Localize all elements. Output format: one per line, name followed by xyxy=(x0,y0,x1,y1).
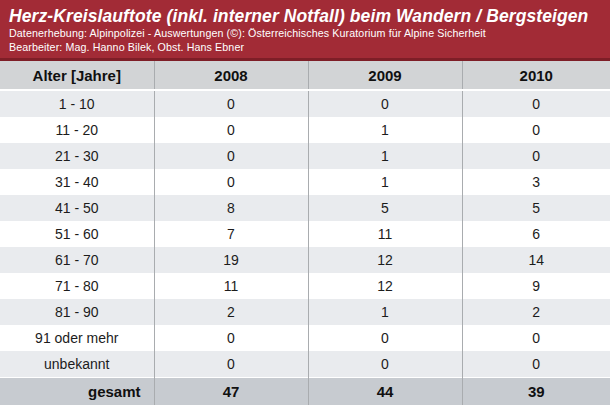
table-row: 81 - 90212 xyxy=(0,299,610,325)
banner-subtitle-data-source: Datenerhebung: Alpinpolizei - Auswertung… xyxy=(9,27,600,41)
age-range-cell: 11 - 20 xyxy=(0,117,154,143)
table-row: 1 - 10000 xyxy=(0,90,610,117)
statistics-infographic: Herz-Kreislauftote (inkl. interner Notfa… xyxy=(0,0,610,415)
total-value-cell: 39 xyxy=(462,378,610,406)
table-row: 51 - 607116 xyxy=(0,221,610,247)
value-cell: 5 xyxy=(462,195,610,221)
age-range-cell: 81 - 90 xyxy=(0,299,154,325)
value-cell: 0 xyxy=(462,351,610,378)
table-header-row: Alter [Jahre]200820092010 xyxy=(0,61,610,90)
value-cell: 0 xyxy=(462,117,610,143)
value-cell: 19 xyxy=(154,247,308,273)
value-cell: 0 xyxy=(462,325,610,351)
age-range-cell: 41 - 50 xyxy=(0,195,154,221)
value-cell: 7 xyxy=(154,221,308,247)
value-cell: 1 xyxy=(308,299,462,325)
value-cell: 14 xyxy=(462,247,610,273)
value-cell: 12 xyxy=(308,273,462,299)
column-header: 2009 xyxy=(308,61,462,90)
value-cell: 0 xyxy=(308,325,462,351)
value-cell: 0 xyxy=(154,169,308,195)
table-row: 11 - 20010 xyxy=(0,117,610,143)
table-row: 41 - 50855 xyxy=(0,195,610,221)
value-cell: 1 xyxy=(308,117,462,143)
age-range-cell: 31 - 40 xyxy=(0,169,154,195)
page-title: Herz-Kreislauftote (inkl. interner Notfa… xyxy=(9,6,600,26)
value-cell: 3 xyxy=(462,169,610,195)
value-cell: 0 xyxy=(308,90,462,117)
banner: Herz-Kreislauftote (inkl. interner Notfa… xyxy=(0,0,610,61)
column-header: 2010 xyxy=(462,61,610,90)
value-cell: 0 xyxy=(308,351,462,378)
value-cell: 2 xyxy=(154,299,308,325)
value-cell: 0 xyxy=(154,117,308,143)
value-cell: 0 xyxy=(154,325,308,351)
statistics-table: Alter [Jahre]200820092010 1 - 1000011 - … xyxy=(0,61,610,405)
value-cell: 0 xyxy=(154,143,308,169)
value-cell: 6 xyxy=(462,221,610,247)
value-cell: 5 xyxy=(308,195,462,221)
column-header: Alter [Jahre] xyxy=(0,61,154,90)
age-range-cell: 1 - 10 xyxy=(0,90,154,117)
age-range-cell: 71 - 80 xyxy=(0,273,154,299)
column-header: 2008 xyxy=(154,61,308,90)
value-cell: 11 xyxy=(308,221,462,247)
total-label-cell: gesamt xyxy=(0,378,154,406)
value-cell: 2 xyxy=(462,299,610,325)
table-row: 31 - 40013 xyxy=(0,169,610,195)
value-cell: 11 xyxy=(154,273,308,299)
age-range-cell: 21 - 30 xyxy=(0,143,154,169)
total-value-cell: 47 xyxy=(154,378,308,406)
table-row: 61 - 70191214 xyxy=(0,247,610,273)
table-body: 1 - 1000011 - 2001021 - 3001031 - 400134… xyxy=(0,90,610,405)
age-range-cell: 91 oder mehr xyxy=(0,325,154,351)
value-cell: 0 xyxy=(462,143,610,169)
table-row: 71 - 8011129 xyxy=(0,273,610,299)
table-row: 21 - 30010 xyxy=(0,143,610,169)
value-cell: 12 xyxy=(308,247,462,273)
age-range-cell: 51 - 60 xyxy=(0,221,154,247)
table-row: 91 oder mehr000 xyxy=(0,325,610,351)
value-cell: 9 xyxy=(462,273,610,299)
value-cell: 0 xyxy=(154,351,308,378)
value-cell: 1 xyxy=(308,143,462,169)
age-range-cell: 61 - 70 xyxy=(0,247,154,273)
total-value-cell: 44 xyxy=(308,378,462,406)
banner-subtitle-editors: Bearbeiter: Mag. Hanno Bilek, Obst. Hans… xyxy=(9,41,600,55)
table-row: unbekannt000 xyxy=(0,351,610,378)
total-row: gesamt474439 xyxy=(0,378,610,406)
value-cell: 0 xyxy=(154,90,308,117)
age-range-cell: unbekannt xyxy=(0,351,154,378)
value-cell: 0 xyxy=(462,90,610,117)
value-cell: 8 xyxy=(154,195,308,221)
value-cell: 1 xyxy=(308,169,462,195)
